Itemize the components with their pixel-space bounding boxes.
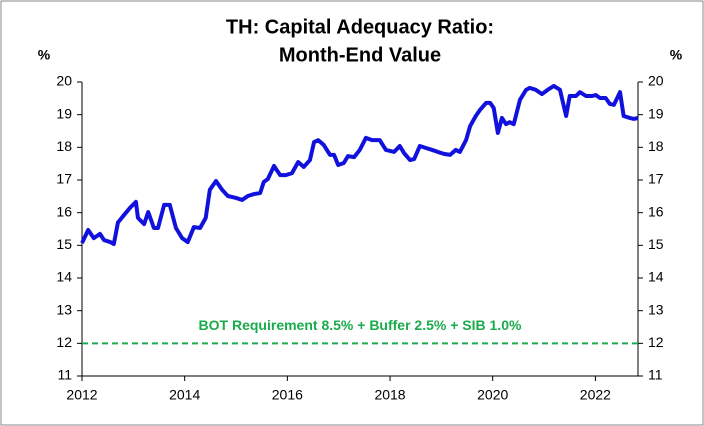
y-tick-label: 11: [57, 367, 72, 383]
y2-tick-label: 18: [648, 138, 664, 154]
y-tick-label: 14: [56, 269, 72, 285]
y2-tick-label: 16: [648, 203, 664, 219]
x-tick-label: 2020: [477, 387, 508, 403]
y2-tick-label: 19: [648, 105, 664, 121]
y-tick-label: 20: [56, 73, 72, 89]
y2-tick-label: 20: [648, 73, 664, 89]
y2-tick-label: 12: [648, 334, 664, 350]
y-tick-label: 13: [56, 301, 72, 317]
y2-unit: %: [670, 47, 683, 63]
data-line: [80, 83, 639, 247]
chart-title: Month-End Value: [279, 44, 441, 66]
y-tick-label: 17: [56, 171, 72, 187]
y-tick-label: 18: [56, 138, 72, 154]
y2-tick-label: 15: [648, 236, 664, 252]
y2-tick-label: 17: [648, 171, 664, 187]
y-unit: %: [38, 47, 51, 63]
chart-title: TH: Capital Adequacy Ratio:: [226, 16, 494, 38]
x-tick-label: 2022: [580, 387, 611, 403]
y-tick-label: 16: [56, 203, 72, 219]
y2-tick-label: 13: [648, 301, 664, 317]
y-tick-label: 12: [56, 334, 72, 350]
x-tick-label: 2012: [66, 387, 97, 403]
x-tick-label: 2014: [169, 387, 200, 403]
y-tick-label: 19: [56, 105, 72, 121]
y-tick-label: 15: [56, 236, 72, 252]
y2-tick-label: 11: [648, 367, 663, 383]
x-tick-label: 2016: [272, 387, 303, 403]
x-tick-label: 2018: [374, 387, 405, 403]
reference-label: BOT Requirement 8.5% + Buffer 2.5% + SIB…: [199, 317, 522, 333]
y2-tick-label: 14: [648, 269, 664, 285]
